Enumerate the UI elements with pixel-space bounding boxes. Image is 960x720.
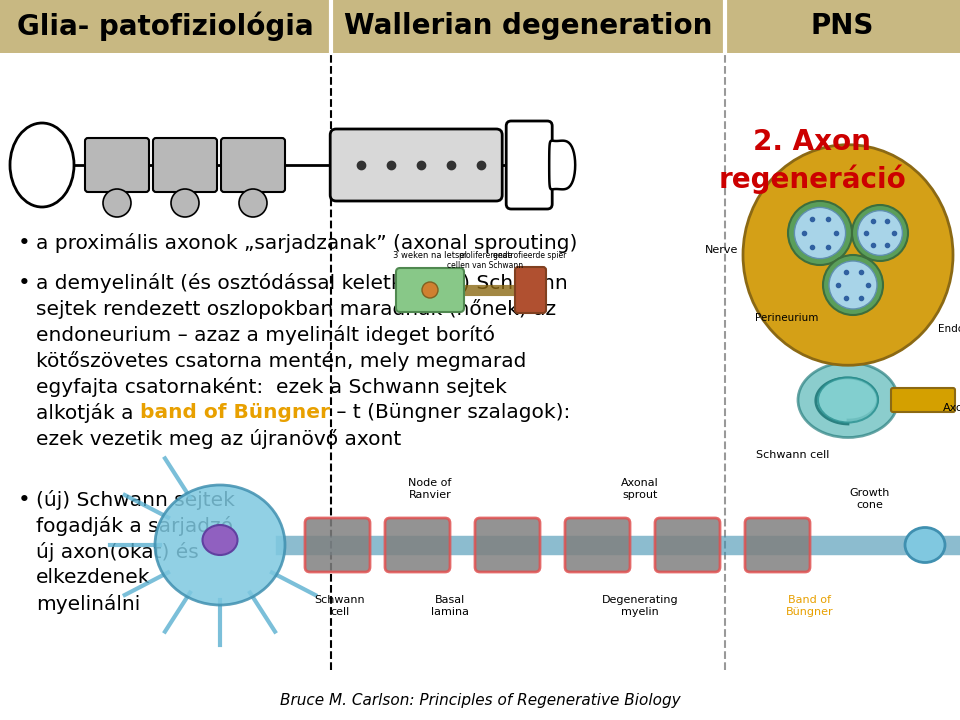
FancyBboxPatch shape (506, 121, 552, 209)
Text: alkotják a: alkotják a (36, 402, 140, 423)
Text: Glia- patofiziológia: Glia- patofiziológia (17, 12, 314, 41)
Ellipse shape (788, 201, 852, 265)
Text: ezek vezetik meg az újranövő axont: ezek vezetik meg az újranövő axont (36, 428, 401, 449)
Text: Band of
Büngner: Band of Büngner (786, 595, 834, 616)
Text: •: • (18, 490, 31, 510)
Text: Wallerian degeneration: Wallerian degeneration (344, 12, 712, 40)
Text: Axon: Axon (943, 403, 960, 413)
Text: Node of
Ranvier: Node of Ranvier (408, 478, 452, 500)
Text: 3 weken na letsel: 3 weken na letsel (393, 251, 467, 260)
Text: új axon(okat) és: új axon(okat) és (36, 541, 199, 562)
Ellipse shape (798, 362, 898, 438)
FancyBboxPatch shape (655, 518, 720, 572)
Text: a demyelinált (és osztódással keletkező új) Schwann: a demyelinált (és osztódással keletkező … (36, 273, 567, 292)
FancyBboxPatch shape (385, 518, 450, 572)
Text: band of Büngner: band of Büngner (140, 402, 330, 421)
Ellipse shape (422, 282, 438, 298)
Text: a proximális axonok „sarjadzanak” (axonal sprouting): a proximális axonok „sarjadzanak” (axona… (36, 233, 577, 253)
Text: Degenerating
myelin: Degenerating myelin (602, 595, 679, 616)
Text: elkezdenek: elkezdenek (36, 567, 151, 587)
FancyBboxPatch shape (565, 518, 630, 572)
Ellipse shape (239, 189, 267, 217)
Ellipse shape (857, 210, 902, 256)
Bar (0, 0, 960, 53)
Text: myelinálni: myelinálni (36, 593, 140, 613)
FancyBboxPatch shape (515, 267, 546, 313)
Ellipse shape (823, 255, 883, 315)
Text: Endoneurium: Endoneurium (938, 323, 960, 333)
Ellipse shape (852, 205, 908, 261)
Text: geatrofieerde spier: geatrofieerde spier (493, 251, 566, 260)
Text: (új) Schwann sejtek: (új) Schwann sejtek (36, 490, 235, 510)
Ellipse shape (203, 525, 237, 555)
FancyBboxPatch shape (221, 138, 285, 192)
Ellipse shape (171, 189, 199, 217)
Text: endoneurium – azaz a myelinált ideget borító: endoneurium – azaz a myelinált ideget bo… (36, 325, 495, 345)
Text: 2. Axon
regeneráció: 2. Axon regeneráció (718, 127, 906, 194)
Text: •: • (18, 273, 31, 292)
Text: Axonal
sprout: Axonal sprout (621, 478, 659, 500)
FancyBboxPatch shape (330, 129, 502, 201)
Polygon shape (549, 140, 575, 189)
Text: kötőszövetes csatorna mentén, mely megmarad: kötőszövetes csatorna mentén, mely megma… (36, 351, 526, 371)
Text: Perineurium: Perineurium (755, 313, 818, 323)
Text: Basal
lamina: Basal lamina (431, 595, 469, 616)
Text: prolifererende
cellen van Schwann: prolifererende cellen van Schwann (447, 251, 523, 270)
Text: sejtek rendezett oszlopokban maradnak (nőnek) az: sejtek rendezett oszlopokban maradnak (n… (36, 299, 556, 318)
Text: •: • (18, 233, 31, 253)
Ellipse shape (103, 189, 131, 217)
Text: Bruce M. Carlson: Principles of Regenerative Biology: Bruce M. Carlson: Principles of Regenera… (279, 693, 681, 708)
Text: Nerve: Nerve (705, 245, 738, 255)
FancyBboxPatch shape (305, 518, 370, 572)
Ellipse shape (818, 377, 878, 423)
Ellipse shape (795, 207, 846, 258)
Ellipse shape (743, 145, 953, 365)
Text: Growth
cone: Growth cone (850, 488, 890, 510)
FancyBboxPatch shape (475, 518, 540, 572)
FancyBboxPatch shape (745, 518, 810, 572)
FancyBboxPatch shape (396, 268, 464, 312)
Text: Schwann cell: Schwann cell (756, 450, 829, 460)
FancyBboxPatch shape (891, 388, 955, 412)
Ellipse shape (905, 528, 945, 562)
Text: egyfajta csatornaként:  ezek a Schwann sejtek: egyfajta csatornaként: ezek a Schwann se… (36, 377, 507, 397)
Ellipse shape (155, 485, 285, 605)
Ellipse shape (10, 123, 74, 207)
FancyBboxPatch shape (85, 138, 149, 192)
Text: Schwann
cell: Schwann cell (315, 595, 366, 616)
Ellipse shape (829, 261, 877, 309)
Text: fogadják a sarjadzó: fogadják a sarjadzó (36, 516, 233, 536)
FancyBboxPatch shape (153, 138, 217, 192)
Text: – t (Büngner szalagok):: – t (Büngner szalagok): (330, 402, 570, 421)
Text: PNS: PNS (810, 12, 875, 40)
